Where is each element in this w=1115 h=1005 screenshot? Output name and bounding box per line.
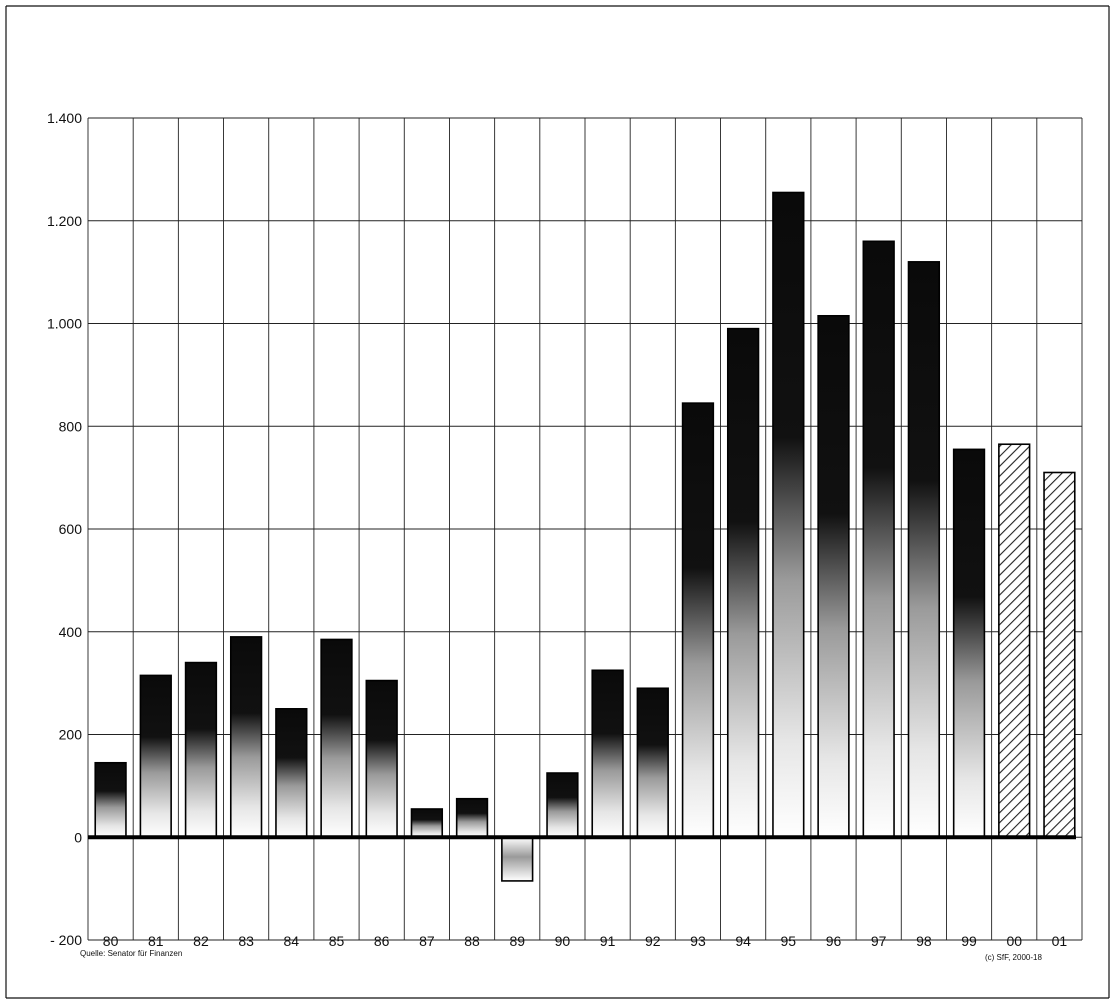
bar-97 <box>862 240 895 839</box>
bar-95 <box>772 191 805 839</box>
x-tick-label: 85 <box>329 933 345 949</box>
bar-86 <box>365 679 398 839</box>
bar-84 <box>275 708 308 839</box>
x-tick-label: 91 <box>600 933 616 949</box>
bar-90 <box>546 772 579 839</box>
source-note: Quelle: Senator für Finanzen <box>80 949 182 958</box>
x-tick-label: 98 <box>916 933 932 949</box>
bar-89 <box>501 836 534 882</box>
bar-98 <box>907 261 941 839</box>
bar-88 <box>455 797 489 839</box>
x-tick-label: 00 <box>1006 933 1022 949</box>
y-tick-label: 800 <box>59 418 83 434</box>
bar-91 <box>591 669 624 839</box>
x-tick-label: 99 <box>961 933 977 949</box>
x-tick-label: 89 <box>509 933 525 949</box>
x-tick-label: 92 <box>645 933 661 949</box>
y-tick-label: 200 <box>59 727 83 743</box>
x-tick-label: 87 <box>419 933 435 949</box>
bar-96 <box>817 314 850 839</box>
bar-83 <box>229 636 263 839</box>
y-tick-label: 1.200 <box>47 213 82 229</box>
bar-92 <box>636 687 669 839</box>
bar-99 <box>952 448 986 839</box>
bar-85 <box>320 638 353 839</box>
bar-93 <box>681 402 715 839</box>
copyright-note: (c) SfF, 2000-18 <box>985 953 1042 962</box>
x-tick-label: 97 <box>871 933 887 949</box>
y-axis-labels: - 200 0 200 400 600 800 1.000 1.200 1.400 <box>47 110 82 948</box>
x-tick-label: 86 <box>374 933 390 949</box>
bar-01 <box>1043 471 1076 839</box>
y-tick-label: 1.000 <box>47 316 82 332</box>
x-tick-label: 82 <box>193 933 209 949</box>
x-tick-label: 83 <box>238 933 254 949</box>
x-tick-label: 81 <box>148 933 164 949</box>
x-tick-label: 90 <box>555 933 571 949</box>
x-tick-label: 95 <box>781 933 797 949</box>
x-tick-label: 01 <box>1052 933 1068 949</box>
x-tick-label: 80 <box>103 933 119 949</box>
x-tick-label: 94 <box>735 933 751 949</box>
bar-82 <box>184 661 218 839</box>
y-tick-label: 400 <box>59 624 83 640</box>
y-tick-label: 0 <box>74 829 82 845</box>
bar-87 <box>410 808 444 839</box>
y-tick-label: - 200 <box>50 932 82 948</box>
y-tick-label: 1.400 <box>47 110 82 126</box>
y-tick-label: 600 <box>59 521 83 537</box>
x-tick-label: 96 <box>826 933 842 949</box>
bar-94 <box>726 327 760 839</box>
x-tick-label: 88 <box>464 933 480 949</box>
bar-00 <box>998 443 1031 839</box>
x-tick-label: 84 <box>284 933 300 949</box>
bar-81 <box>139 674 172 839</box>
x-axis-labels: 80 81 82 83 84 85 86 87 88 89 90 91 92 93 94 95 96 97 98 99… <box>103 933 1068 949</box>
x-tick-label: 93 <box>690 933 706 949</box>
bars <box>94 191 1076 882</box>
bar-80 <box>94 761 127 839</box>
